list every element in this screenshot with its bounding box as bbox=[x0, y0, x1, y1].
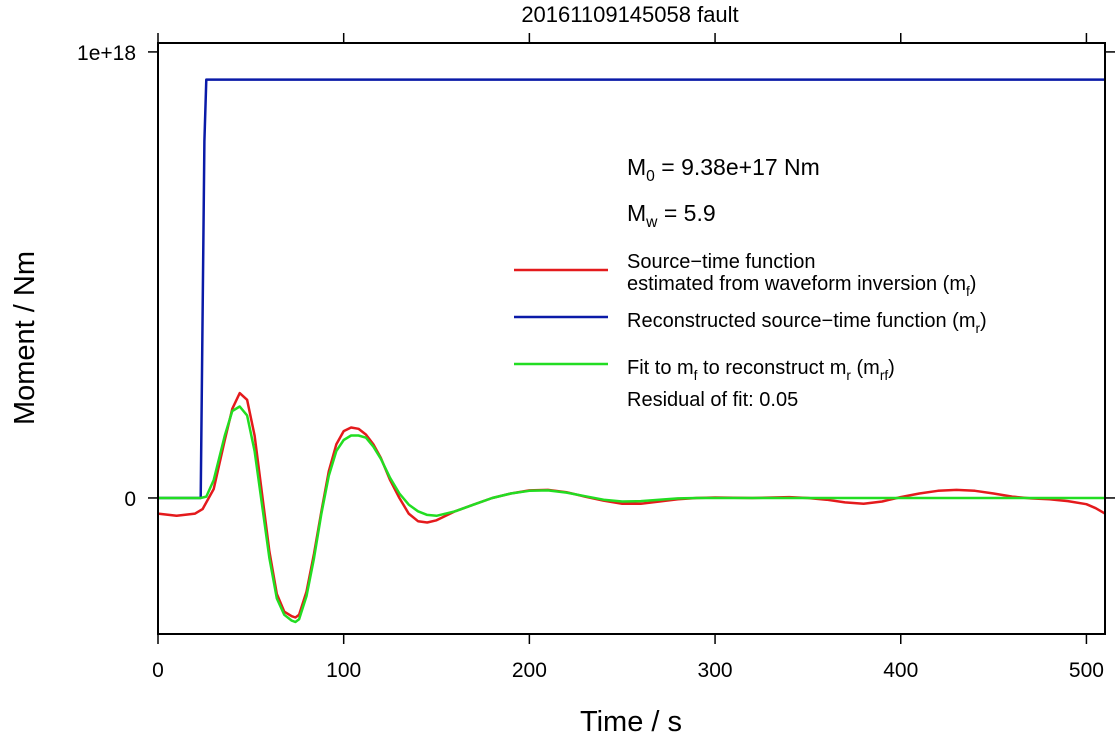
seismic-moment-text: M0 = 9.38e+17 Nm bbox=[627, 154, 820, 185]
x-tick-label: 0 bbox=[152, 659, 164, 682]
residual-text: Residual of fit: 0.05 bbox=[627, 389, 798, 411]
y-tick-label: 0 bbox=[124, 488, 136, 511]
y-axis-title: Moment / Nm bbox=[9, 251, 41, 425]
series-line-2 bbox=[158, 405, 1105, 624]
x-tick-label: 300 bbox=[698, 659, 733, 682]
legend-label-0: estimated from waveform inversion (mf) bbox=[627, 273, 976, 299]
x-tick-label: 500 bbox=[1069, 659, 1104, 682]
legend-label-1: Reconstructed source−time function (mr) bbox=[627, 310, 987, 336]
series-line-1 bbox=[157, 391, 1106, 619]
chart-title: 20161109145058 fault bbox=[521, 2, 738, 27]
x-tick-label: 100 bbox=[326, 659, 361, 682]
plot-frame bbox=[157, 42, 1106, 635]
legend-label-0: Source−time function bbox=[627, 251, 815, 273]
x-tick-label: 400 bbox=[883, 659, 918, 682]
moment-magnitude-text: Mw = 5.9 bbox=[627, 200, 716, 231]
x-tick-label: 200 bbox=[512, 659, 547, 682]
y-tick-label: 1e+18 bbox=[77, 42, 136, 65]
x-axis-title: Time / s bbox=[580, 706, 682, 736]
legend-label-2: Fit to mf to reconstruct mr (mrf) bbox=[627, 357, 895, 383]
